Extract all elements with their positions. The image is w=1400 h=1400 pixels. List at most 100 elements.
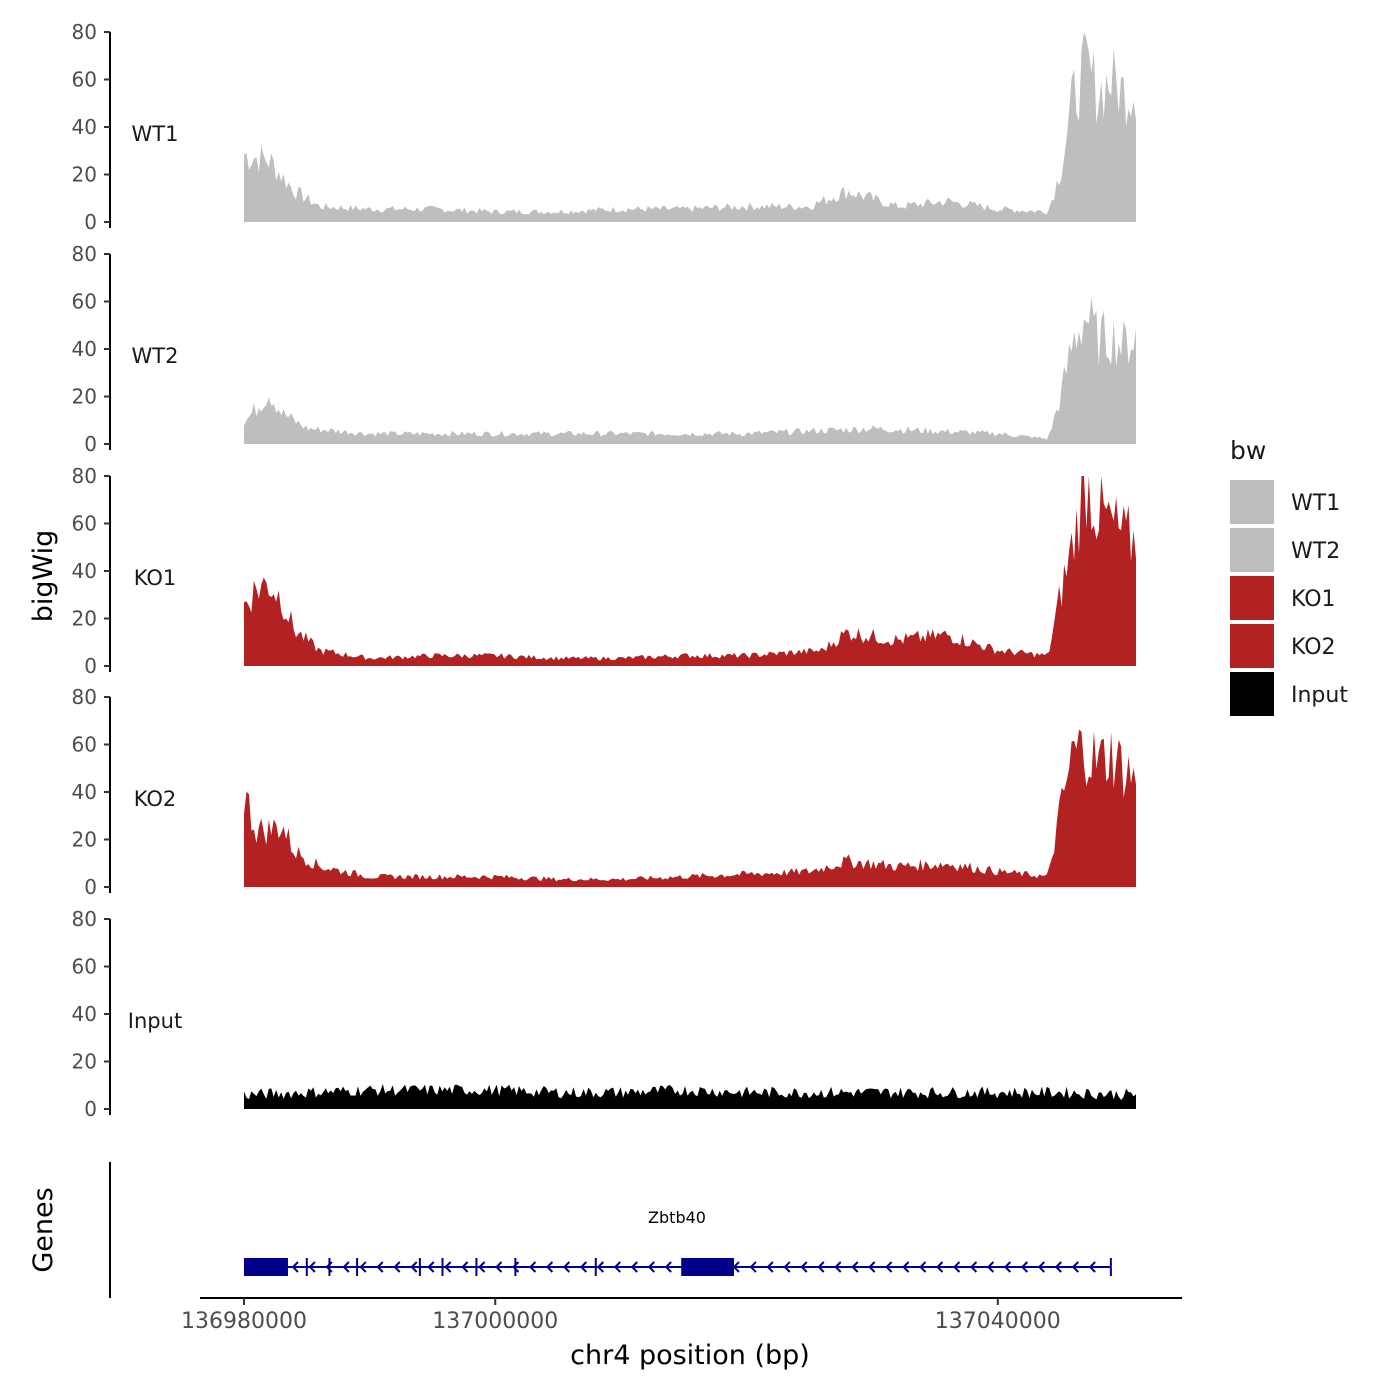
strand-arrow	[986, 1261, 995, 1273]
strand-arrow	[596, 1261, 604, 1273]
strand-arrow	[919, 1261, 927, 1273]
legend-swatch-ko1	[1230, 576, 1274, 620]
strand-arrow	[732, 1261, 740, 1273]
coverage-area-wt2	[244, 297, 1136, 444]
legend-label-wt2: WT2	[1291, 539, 1340, 564]
strand-arrow	[562, 1261, 571, 1273]
strand-arrow	[800, 1261, 808, 1273]
strand-arrow	[613, 1261, 621, 1273]
y-tick-label: 20	[72, 607, 97, 631]
strand-arrow	[783, 1261, 791, 1273]
legend: bw WT1 WT2 KO1 KO2 Input	[1230, 436, 1348, 716]
y-tick-label: 80	[72, 907, 97, 931]
y-tick-label: 40	[72, 115, 97, 139]
x-tick-label: 137000000	[432, 1309, 558, 1334]
strand-arrow	[851, 1261, 859, 1273]
y-tick-label: 80	[72, 685, 97, 709]
strand-arrow	[444, 1261, 452, 1273]
track-panel-wt2: 0 20 40 60 80 WT2	[72, 242, 1136, 456]
strand-arrow	[885, 1261, 893, 1273]
strand-arrow	[545, 1261, 554, 1273]
y-tick-label: 0	[84, 654, 97, 678]
y-tick-label: 80	[72, 464, 97, 488]
legend-label-wt1: WT1	[1291, 491, 1340, 516]
y-tick-label: 20	[72, 163, 97, 187]
x-tick-label: 136980000	[181, 1309, 307, 1334]
legend-label-ko1: KO1	[1291, 587, 1336, 612]
legend-label-ko2: KO2	[1291, 635, 1336, 660]
y-tick-label: 60	[72, 68, 97, 92]
gene-name-label: Zbtb40	[648, 1208, 706, 1227]
strand-arrow	[1003, 1261, 1012, 1273]
legend-title: bw	[1230, 436, 1266, 465]
y-tick-label: 0	[84, 875, 97, 899]
legend-swatch-ko2	[1230, 624, 1274, 668]
y-axis-title: bigWig	[28, 530, 59, 623]
y-tick-label: 80	[72, 242, 97, 266]
strand-arrow	[817, 1261, 825, 1273]
x-axis: 136980000 137000000 137040000 chr4 positio…	[181, 1297, 1182, 1371]
strand-arrow	[970, 1261, 978, 1273]
strand-arrow	[478, 1261, 486, 1273]
legend-items: WT1 WT2 KO1 KO2 Input	[1230, 480, 1348, 716]
coverage-area-wt1	[244, 32, 1136, 222]
y-tick-label: 60	[72, 733, 97, 757]
track-panels: 0 20 40 60 80 WT1 0 20 40 60 80 WT2 0 20 40 60 80 KO1 0 20 4…	[72, 20, 1136, 1121]
y-tick-label: 0	[84, 432, 97, 456]
strand-arrow	[308, 1261, 316, 1273]
strand-arrow	[1088, 1261, 1096, 1273]
strand-arrow	[749, 1261, 757, 1273]
legend-swatch-wt1	[1230, 480, 1274, 524]
genes-axis-title: Genes	[28, 1187, 59, 1272]
track-label-input: Input	[128, 1009, 182, 1033]
strand-arrow	[902, 1261, 910, 1273]
strand-arrow	[834, 1261, 842, 1273]
y-tick-label: 40	[72, 337, 97, 361]
legend-swatch-wt2	[1230, 528, 1274, 572]
y-tick-label: 20	[72, 828, 97, 852]
y-tick-label: 60	[72, 955, 97, 979]
gene-model: Zbtb40	[244, 1208, 1112, 1276]
legend-label-input: Input	[1291, 683, 1348, 708]
strand-arrow	[579, 1261, 588, 1273]
strand-arrow	[868, 1261, 876, 1273]
x-axis-title: chr4 position (bp)	[570, 1340, 810, 1371]
strand-arrow	[766, 1261, 774, 1273]
strand-arrow	[1020, 1261, 1029, 1273]
strand-arrow	[529, 1261, 537, 1273]
y-tick-label: 80	[72, 20, 97, 44]
coverage-area-ko1	[244, 476, 1136, 666]
x-tick-label: 137040000	[935, 1309, 1061, 1334]
track-panel-input: 0 20 40 60 80 Input	[72, 907, 1136, 1121]
strand-arrow	[376, 1261, 384, 1273]
genes-panel: Genes Zbtb40	[28, 1162, 1112, 1298]
y-tick-label: 60	[72, 512, 97, 536]
track-panel-ko1: 0 20 40 60 80 KO1	[72, 464, 1136, 678]
strand-arrow	[647, 1261, 655, 1273]
strand-arrow	[1071, 1261, 1079, 1273]
y-tick-label: 60	[72, 290, 97, 314]
x-axis-ticks: 136980000 137000000 137040000	[181, 1298, 1061, 1334]
strand-arrow	[410, 1261, 418, 1273]
strand-arrow	[630, 1261, 638, 1273]
y-tick-label: 20	[72, 1050, 97, 1074]
strand-arrow	[1054, 1261, 1062, 1273]
strand-arrow	[461, 1261, 469, 1273]
track-panel-ko2: 0 20 40 60 80 KO2	[72, 685, 1136, 899]
strand-arrow	[393, 1261, 401, 1273]
gene-exon-block	[244, 1258, 288, 1276]
y-tick-label: 20	[72, 385, 97, 409]
track-label-ko1: KO1	[134, 566, 177, 590]
y-tick-label: 0	[84, 210, 97, 234]
strand-arrow	[512, 1261, 520, 1273]
coverage-area-input	[244, 1084, 1136, 1109]
strand-arrow	[291, 1261, 299, 1273]
legend-swatch-input	[1230, 672, 1274, 716]
strand-arrow	[359, 1261, 367, 1273]
strand-arrow	[325, 1261, 333, 1273]
strand-arrow	[342, 1261, 350, 1273]
y-tick-label: 40	[72, 1002, 97, 1026]
track-label-ko2: KO2	[134, 787, 177, 811]
track-panel-wt1: 0 20 40 60 80 WT1	[72, 20, 1136, 234]
